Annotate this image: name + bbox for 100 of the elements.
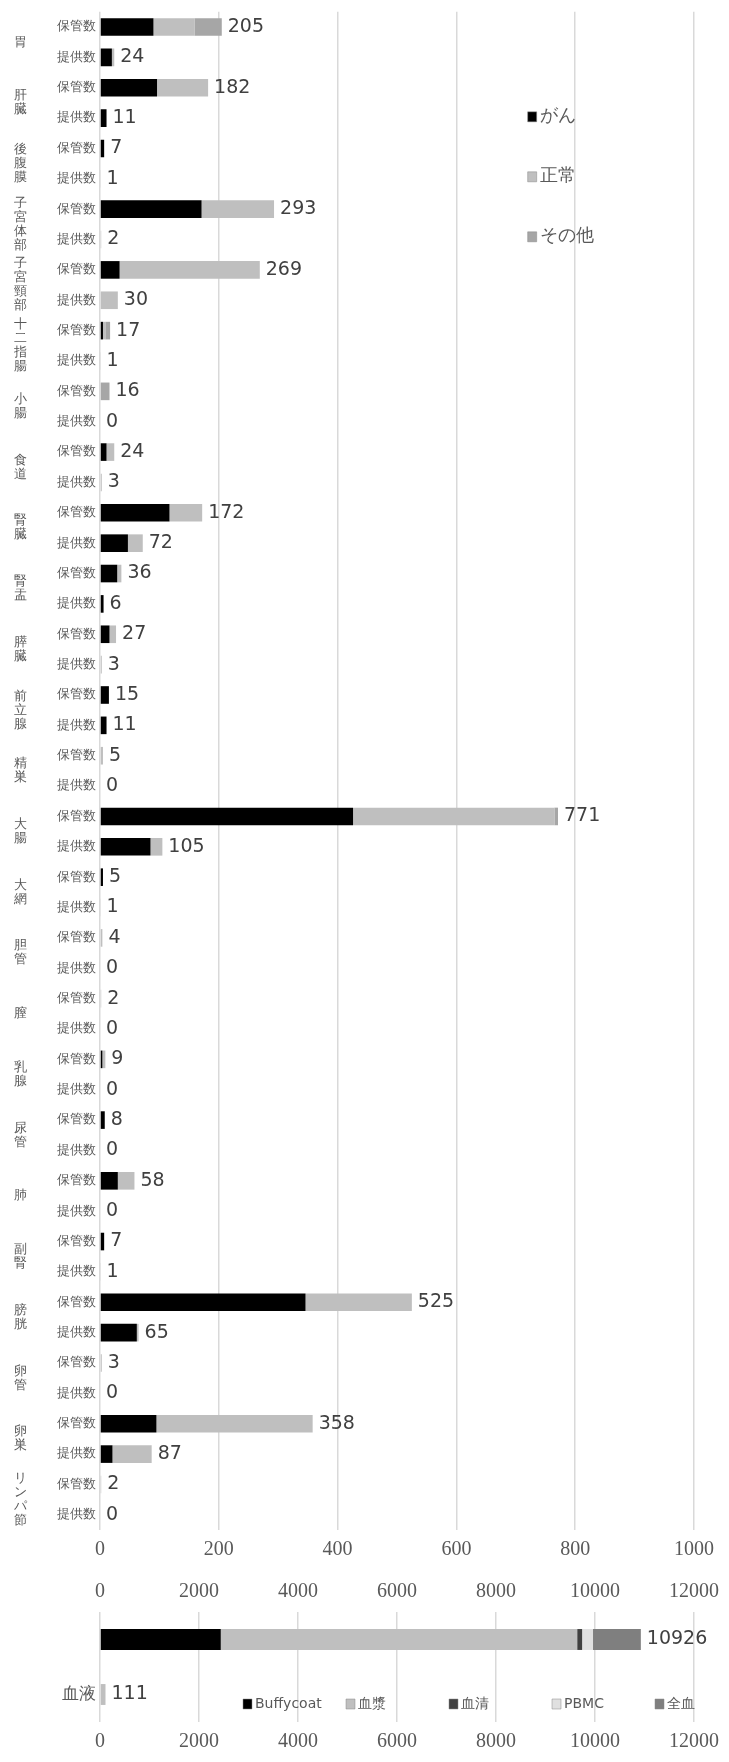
bar — [109, 625, 117, 644]
bar — [577, 1629, 583, 1650]
bar — [100, 534, 128, 552]
y-tick-label: 提供数 — [57, 230, 96, 246]
text: 副腎 — [13, 1241, 27, 1271]
text: 膵臓 — [13, 633, 27, 663]
y-tick-label: 提供数 — [57, 716, 96, 732]
text: 子宮頸部 — [13, 255, 27, 313]
y-tick-label: 保管数 — [57, 79, 96, 95]
total-label: 1 — [106, 165, 119, 188]
y-tick-label: 提供数 — [57, 413, 96, 429]
total-label: 172 — [208, 499, 245, 522]
text: 子宮体部 — [13, 194, 27, 252]
x2-tick-label: 0 — [95, 1579, 105, 1602]
total-label: 7 — [110, 135, 123, 158]
total-label: 16 — [115, 378, 140, 401]
y-tick-label: 保管数 — [57, 382, 96, 398]
y-tick-label: 提供数 — [57, 1263, 96, 1279]
total-label: 0 — [106, 1380, 119, 1403]
total-label: 4 — [108, 924, 121, 947]
y-tick-label: 提供数 — [57, 170, 96, 186]
total-label: 5 — [108, 864, 122, 887]
y-tick-label: 保管数 — [57, 504, 96, 520]
bar — [100, 625, 110, 644]
bar — [100, 868, 103, 886]
total-label: 269 — [265, 256, 303, 279]
bar — [100, 18, 154, 36]
total-label: 358 — [318, 1410, 355, 1433]
x-tick-label: 800 — [560, 1537, 591, 1560]
x-tick-label: 0 — [95, 1729, 105, 1752]
y-tick-label: 保管数 — [57, 807, 96, 823]
total-label: 0 — [106, 1015, 119, 1038]
bar — [127, 534, 143, 552]
bar — [201, 200, 275, 218]
bar — [106, 443, 115, 461]
total-label: 24 — [120, 439, 145, 462]
total-label: 0 — [106, 1198, 119, 1221]
y-tick-label: 血液 — [62, 1682, 96, 1703]
total-label: 24 — [120, 44, 145, 67]
bar — [100, 807, 354, 826]
total-label: 525 — [417, 1289, 455, 1312]
x2-tick-label: 10000 — [570, 1579, 620, 1602]
bar — [157, 78, 209, 97]
total-label: 15 — [114, 681, 140, 704]
y-tick-label: 保管数 — [57, 747, 96, 763]
total-label: 0 — [106, 955, 119, 978]
total-label: 10926 — [646, 1626, 708, 1649]
y-tick-label: 提供数 — [57, 1324, 96, 1340]
total-label: 6 — [109, 590, 122, 613]
text: 卵管 — [13, 1362, 27, 1392]
x-tick-label: 400 — [322, 1537, 353, 1560]
x-tick-label: 12000 — [669, 1729, 719, 1752]
x-tick-label: 8000 — [476, 1729, 516, 1752]
bar — [353, 807, 555, 826]
text: 前立腺 — [13, 687, 27, 731]
y-tick-label: 提供数 — [57, 291, 96, 307]
y-tick-label: 保管数 — [57, 929, 96, 945]
bar — [100, 109, 107, 127]
text: 胆管 — [13, 937, 27, 967]
y-tick-label: 保管数 — [57, 200, 96, 216]
y-tick-label: 提供数 — [57, 109, 96, 125]
total-label: 27 — [122, 621, 147, 644]
total-label: 65 — [144, 1319, 169, 1342]
total-label: 17 — [116, 317, 141, 340]
total-label: 7 — [110, 1228, 123, 1251]
bar — [100, 716, 107, 735]
text: 腎盂 — [13, 573, 27, 603]
legend-label: Buffycoat — [255, 1694, 323, 1711]
legend-label: その他 — [539, 224, 594, 246]
total-label: 771 — [563, 803, 601, 826]
y-tick-label: 提供数 — [57, 1020, 96, 1036]
bar — [582, 1629, 594, 1650]
total-label: 105 — [168, 833, 205, 856]
bar — [100, 78, 158, 97]
total-label: 3 — [107, 469, 120, 492]
total-label: 3 — [107, 651, 120, 674]
total-label: 58 — [140, 1167, 165, 1190]
y-tick-label: 提供数 — [57, 1445, 96, 1461]
total-label: 111 — [111, 1681, 148, 1704]
x-tick-label: 0 — [95, 1537, 105, 1560]
total-label: 2 — [107, 1471, 120, 1494]
y-tick-label: 提供数 — [57, 595, 96, 611]
y-tick-label: 提供数 — [57, 1202, 96, 1218]
x-tick-label: 600 — [441, 1537, 472, 1560]
y-tick-label: 提供数 — [57, 1384, 96, 1400]
y-tick-label: 保管数 — [57, 686, 96, 702]
text: 十二指腸 — [12, 316, 27, 374]
y-tick-label: 保管数 — [57, 625, 96, 641]
total-label: 2 — [107, 985, 120, 1008]
total-label: 182 — [214, 74, 251, 97]
x-tick-label: 6000 — [377, 1729, 417, 1752]
bar — [117, 1172, 135, 1190]
total-label: 0 — [106, 1137, 119, 1160]
x-tick-label: 1000 — [674, 1537, 714, 1560]
y-tick-label: 保管数 — [57, 1293, 96, 1309]
y-tick-label: 提供数 — [57, 473, 96, 489]
text: 後腹膜 — [13, 140, 27, 184]
total-label: 11 — [112, 105, 137, 128]
x-tick-label: 2000 — [179, 1729, 219, 1752]
x-tick-label: 200 — [203, 1537, 234, 1560]
